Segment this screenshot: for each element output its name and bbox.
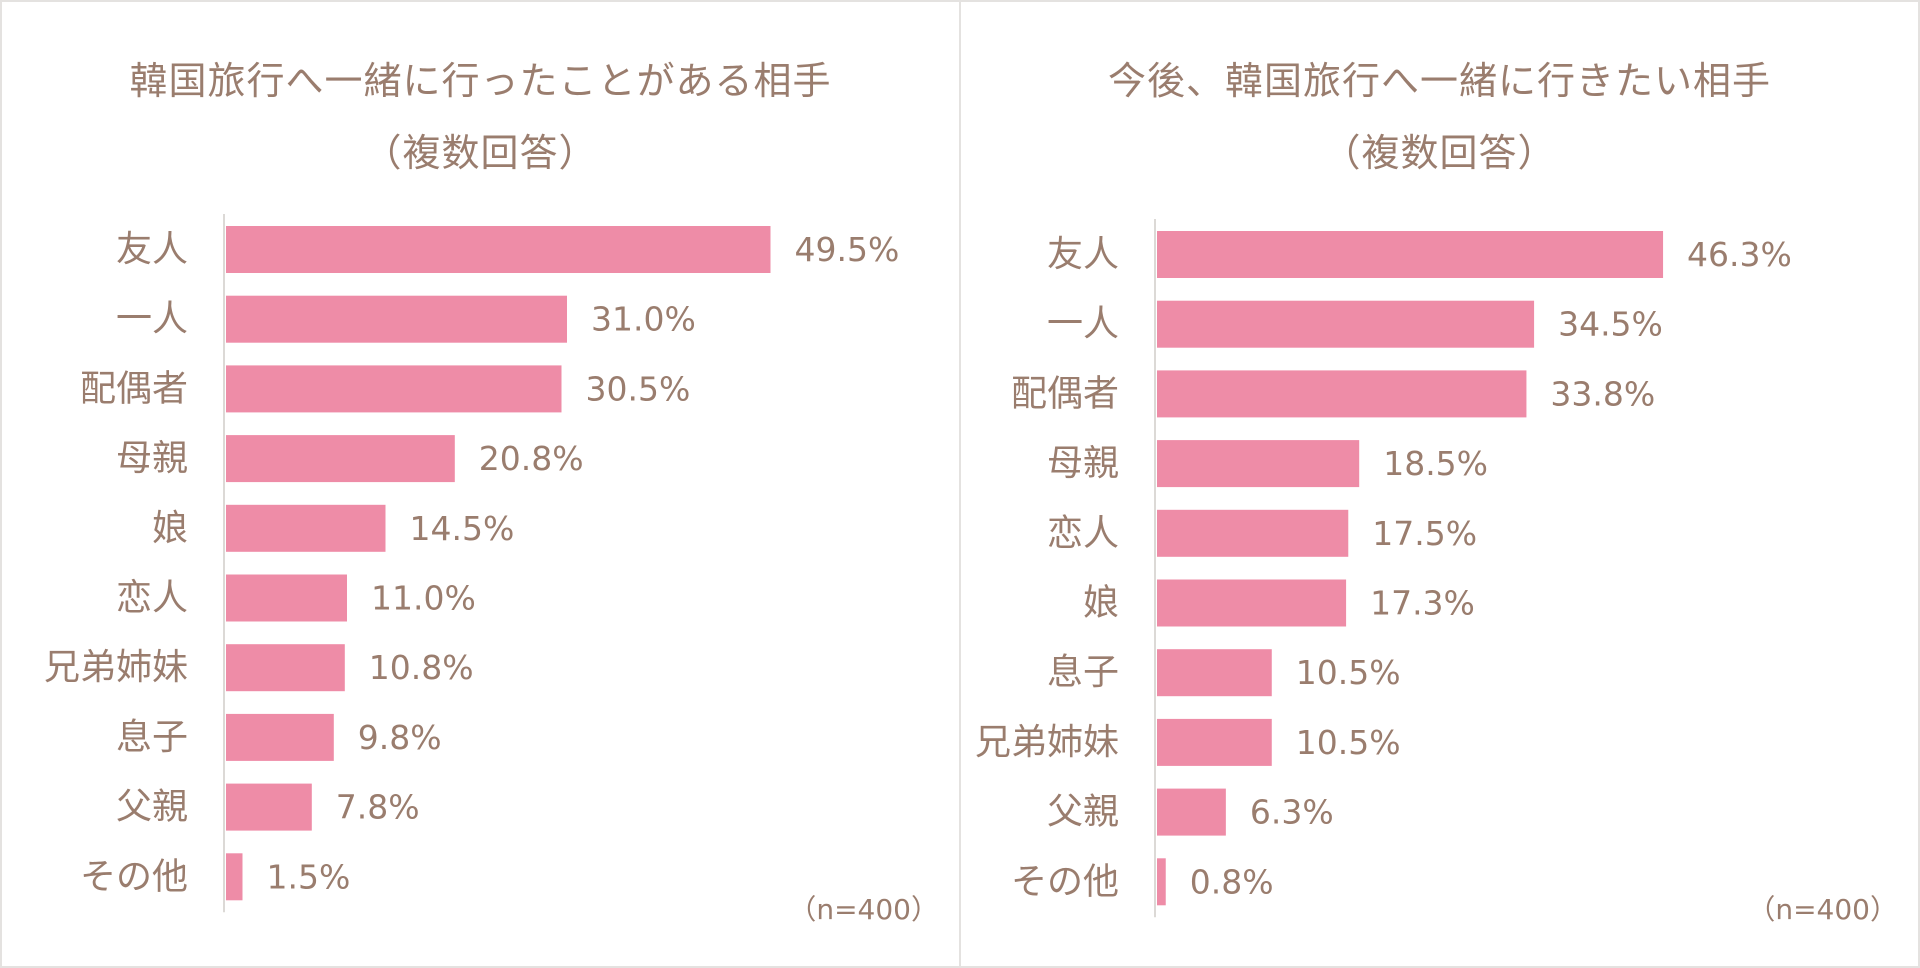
bar bbox=[1157, 300, 1535, 348]
category-label: 一人 bbox=[116, 299, 188, 340]
bar bbox=[1157, 509, 1349, 557]
data-label: 10.8% bbox=[369, 648, 474, 687]
bar bbox=[226, 435, 455, 483]
data-label: 10.5% bbox=[1296, 653, 1401, 692]
category-label: 母親 bbox=[1047, 443, 1119, 484]
category-label: 息子 bbox=[1047, 652, 1119, 693]
category-label: 恋人 bbox=[116, 578, 188, 619]
category-label: 父親 bbox=[116, 787, 188, 828]
data-label: 20.8% bbox=[479, 439, 584, 478]
bar bbox=[226, 783, 312, 831]
data-label: 0.8% bbox=[1190, 862, 1274, 901]
chart-subtitle: （複数回答） bbox=[1322, 131, 1557, 175]
bar bbox=[226, 365, 562, 413]
data-label: 31.0% bbox=[591, 300, 696, 339]
data-label: 17.3% bbox=[1370, 584, 1475, 623]
data-label: 10.5% bbox=[1296, 723, 1401, 762]
chart-subtitle: （複数回答） bbox=[363, 131, 598, 175]
bar bbox=[1157, 718, 1272, 766]
category-label: 友人 bbox=[1047, 234, 1119, 275]
sample-size-note: （n=400） bbox=[1747, 893, 1898, 926]
category-label: その他 bbox=[1011, 861, 1119, 902]
data-label: 33.8% bbox=[1550, 374, 1655, 413]
bar bbox=[226, 644, 345, 692]
category-label: 娘 bbox=[152, 508, 188, 549]
bar bbox=[226, 295, 567, 343]
sample-size-note: （n=400） bbox=[788, 893, 939, 926]
category-label: 兄弟姉妹 bbox=[975, 722, 1119, 763]
category-label: 一人 bbox=[1047, 304, 1119, 345]
chart-panel-past: 韓国旅行へ一緒に行ったことがある相手 （複数回答） 友人 49.5% 一人 31.0%… bbox=[0, 0, 961, 968]
bar bbox=[1157, 370, 1527, 418]
data-label: 18.5% bbox=[1383, 444, 1488, 483]
bar bbox=[1157, 440, 1360, 488]
bar-chart-future: 友人 46.3% 一人 34.5% 配偶者 33.8% 母親 18.5% 恋人 17.5% 娘 17.… bbox=[975, 219, 1792, 918]
category-label: その他 bbox=[80, 856, 188, 897]
bar bbox=[226, 504, 386, 552]
data-label: 46.3% bbox=[1687, 235, 1792, 274]
category-label: 息子 bbox=[116, 717, 188, 758]
bar-chart-past: 友人 49.5% 一人 31.0% 配偶者 30.5% 母親 20.8% 娘 14.5% 恋人 11.… bbox=[44, 214, 900, 913]
bar bbox=[1157, 579, 1347, 627]
bar bbox=[1157, 788, 1226, 836]
data-label: 6.3% bbox=[1250, 793, 1334, 832]
data-label: 11.0% bbox=[371, 579, 476, 618]
bar bbox=[226, 574, 347, 622]
category-label: 父親 bbox=[1047, 792, 1119, 833]
category-label: 恋人 bbox=[1047, 513, 1119, 554]
data-label: 17.5% bbox=[1372, 514, 1477, 553]
data-label: 14.5% bbox=[410, 509, 515, 548]
category-label: 母親 bbox=[116, 438, 188, 479]
data-label: 49.5% bbox=[795, 230, 900, 269]
data-label: 7.8% bbox=[336, 788, 420, 827]
category-label: 娘 bbox=[1083, 583, 1119, 624]
chart-panel-future: 今後、韓国旅行へ一緒に行きたい相手 （複数回答） 友人 46.3% 一人 34.5% 配… bbox=[959, 0, 1920, 968]
data-label: 9.8% bbox=[358, 718, 442, 757]
bar bbox=[1157, 858, 1166, 906]
bar bbox=[226, 853, 243, 901]
bar bbox=[1157, 649, 1272, 697]
bar bbox=[226, 226, 771, 273]
data-label: 1.5% bbox=[267, 857, 351, 896]
category-label: 配偶者 bbox=[80, 368, 188, 409]
chart-title: 今後、韓国旅行へ一緒に行きたい相手 bbox=[1107, 59, 1771, 103]
bar bbox=[226, 713, 334, 761]
category-label: 配偶者 bbox=[1011, 373, 1119, 414]
data-label: 34.5% bbox=[1558, 305, 1663, 344]
chart-title: 韓国旅行へ一緒に行ったことがある相手 bbox=[129, 59, 832, 103]
category-label: 兄弟姉妹 bbox=[44, 647, 188, 688]
category-label: 友人 bbox=[116, 229, 188, 270]
data-label: 30.5% bbox=[586, 369, 691, 408]
bar bbox=[1157, 231, 1664, 278]
